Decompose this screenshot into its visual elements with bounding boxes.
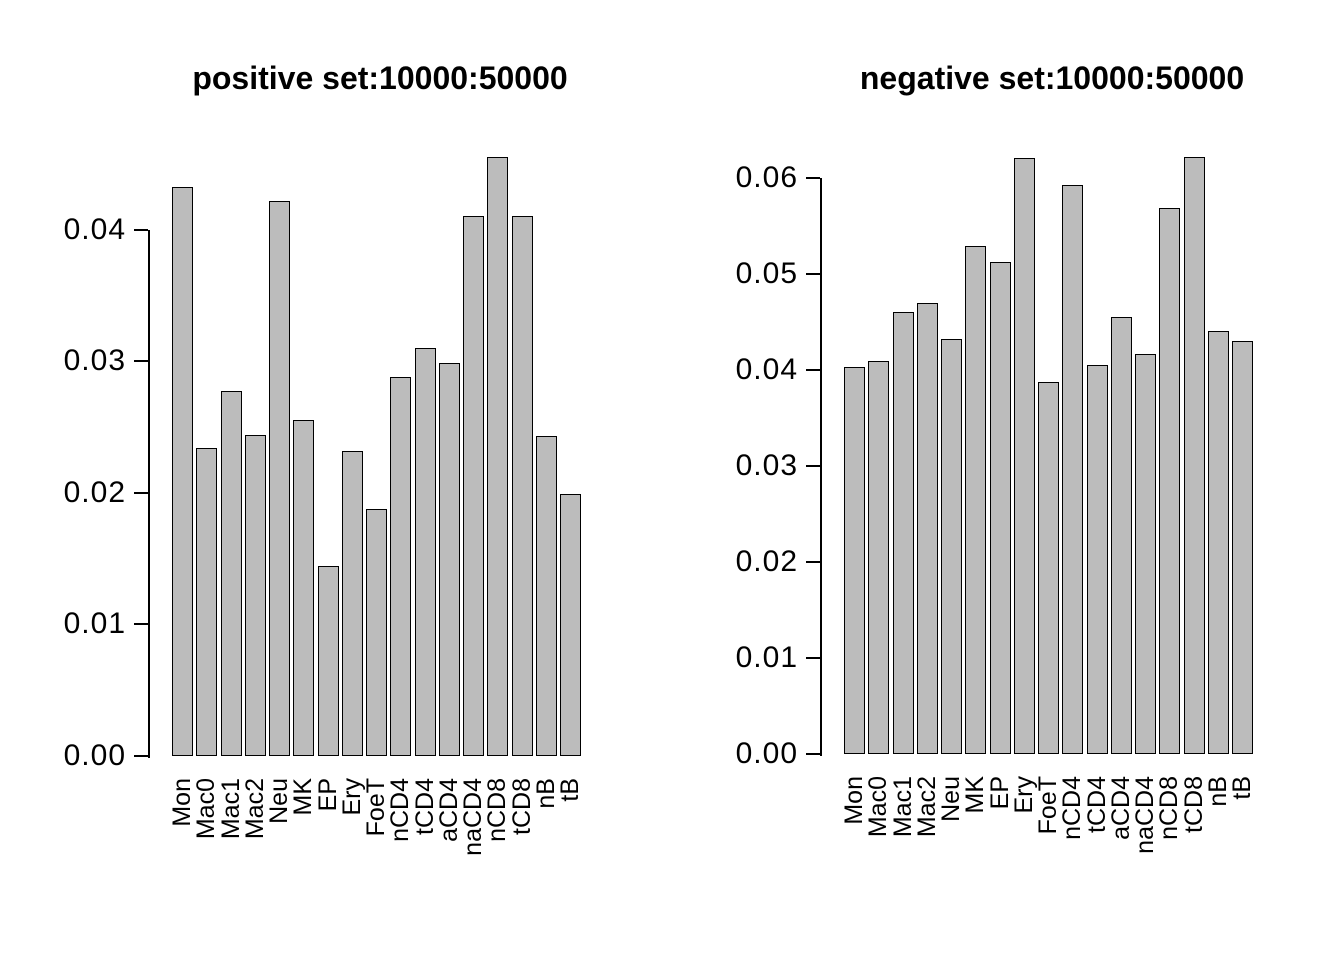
bar-Mon bbox=[844, 367, 865, 754]
x-label-Ery: Ery bbox=[337, 778, 366, 816]
bar-tCD4 bbox=[414, 348, 436, 756]
x-label-MK: MK bbox=[289, 778, 318, 816]
y-tick-mark bbox=[134, 360, 148, 363]
bar-Mac2 bbox=[244, 434, 266, 756]
x-label-aCD4: aCD4 bbox=[1106, 776, 1135, 840]
bar-EP bbox=[317, 566, 339, 756]
x-label-nCD4: nCD4 bbox=[386, 778, 415, 842]
bar-tCD4 bbox=[1086, 365, 1108, 754]
x-label-nB: nB bbox=[1203, 776, 1232, 807]
y-tick-mark bbox=[806, 465, 820, 467]
bar-nCD4 bbox=[390, 376, 412, 756]
y-tick-mark bbox=[806, 753, 820, 755]
x-label-tCD8: tCD8 bbox=[1179, 776, 1208, 833]
y-tick-label: 0.03 bbox=[63, 344, 126, 378]
y-tick-mark bbox=[806, 561, 820, 563]
x-label-nCD8: nCD8 bbox=[483, 778, 512, 842]
bar-aCD4 bbox=[1110, 317, 1132, 754]
bar-nCD4 bbox=[1062, 184, 1084, 754]
x-label-Ery: Ery bbox=[1009, 776, 1038, 814]
x-label-nB: nB bbox=[531, 778, 560, 809]
y-tick-label: 0.00 bbox=[63, 739, 126, 772]
bar-Mac1 bbox=[892, 312, 914, 754]
bar-tB bbox=[560, 494, 581, 756]
bar-nB bbox=[1207, 330, 1229, 754]
x-label-tCD4: tCD4 bbox=[1082, 776, 1111, 833]
bar-naCD4 bbox=[1135, 353, 1156, 754]
bar-tB bbox=[1232, 341, 1253, 754]
bar-FoeT bbox=[366, 508, 387, 756]
x-label-aCD4: aCD4 bbox=[434, 778, 463, 842]
bar-FoeT bbox=[1038, 381, 1059, 754]
bar-tCD8 bbox=[511, 216, 533, 756]
bar-nCD8 bbox=[1159, 207, 1181, 754]
y-tick-label: 0.01 bbox=[735, 641, 798, 674]
bar-Mac1 bbox=[220, 391, 242, 756]
bar-Neu bbox=[269, 200, 290, 756]
chart-title-negative: negative set:10000:50000 bbox=[859, 60, 1245, 96]
x-label-Mac2: Mac2 bbox=[240, 778, 269, 840]
y-axis-line bbox=[820, 178, 822, 756]
bar-Ery bbox=[1013, 157, 1035, 754]
bar-naCD4 bbox=[463, 216, 484, 756]
x-label-tB: tB bbox=[556, 778, 584, 802]
x-label-EP: EP bbox=[985, 776, 1014, 810]
bar-Mac0 bbox=[196, 448, 218, 756]
y-tick-label: 0.04 bbox=[63, 212, 126, 246]
x-label-Mac1: Mac1 bbox=[216, 778, 245, 840]
y-tick-label: 0.00 bbox=[735, 737, 798, 770]
y-tick-mark bbox=[806, 369, 820, 371]
y-tick-mark bbox=[806, 273, 820, 275]
y-tick-label: 0.03 bbox=[735, 449, 798, 482]
x-label-tCD8: tCD8 bbox=[507, 778, 536, 835]
y-tick-mark bbox=[806, 177, 820, 179]
bar-tCD8 bbox=[1183, 156, 1205, 754]
bar-Ery bbox=[341, 450, 363, 756]
barplot-panel-negative: negative set:10000:50000 0.00 0.01 0.02 0.0… bbox=[672, 0, 1344, 960]
y-tick-mark bbox=[134, 228, 148, 231]
y-tick-label: 0.04 bbox=[735, 353, 798, 386]
bar-Mac0 bbox=[868, 361, 890, 754]
x-label-tB: tB bbox=[1228, 776, 1256, 800]
x-label-nCD4: nCD4 bbox=[1058, 776, 1087, 840]
x-label-Mac2: Mac2 bbox=[912, 776, 941, 838]
bar-nB bbox=[535, 436, 557, 756]
x-label-Mac0: Mac0 bbox=[864, 776, 893, 838]
y-tick-label: 0.01 bbox=[63, 607, 126, 641]
x-label-Mac0: Mac0 bbox=[192, 778, 221, 840]
bar-aCD4 bbox=[438, 362, 460, 756]
bar-Neu bbox=[941, 339, 962, 754]
barplot-panel-positive: positive set:10000:50000 0.00 0.01 0.02 0.0… bbox=[63, 60, 584, 856]
bar-MK bbox=[965, 246, 987, 754]
x-label-EP: EP bbox=[313, 778, 342, 812]
x-label-nCD8: nCD8 bbox=[1155, 776, 1184, 840]
bar-Mon bbox=[172, 187, 193, 756]
y-tick-mark bbox=[134, 491, 148, 494]
bar-Mac2 bbox=[916, 302, 938, 754]
bar-MK bbox=[293, 420, 315, 756]
x-label-tCD4: tCD4 bbox=[410, 778, 439, 835]
y-tick-label: 0.02 bbox=[63, 475, 126, 509]
y-tick-label: 0.02 bbox=[735, 545, 798, 578]
y-tick-mark bbox=[134, 623, 148, 626]
x-label-Mac1: Mac1 bbox=[888, 776, 917, 838]
chart-title-positive: positive set:10000:50000 bbox=[192, 60, 568, 96]
bar-nCD8 bbox=[487, 157, 509, 756]
bar-EP bbox=[989, 261, 1011, 754]
x-label-MK: MK bbox=[961, 776, 990, 814]
y-axis-line bbox=[148, 229, 150, 758]
y-tick-mark bbox=[134, 755, 148, 757]
y-tick-mark bbox=[806, 657, 820, 659]
y-tick-label: 0.05 bbox=[735, 257, 798, 290]
y-tick-label: 0.06 bbox=[735, 161, 798, 194]
